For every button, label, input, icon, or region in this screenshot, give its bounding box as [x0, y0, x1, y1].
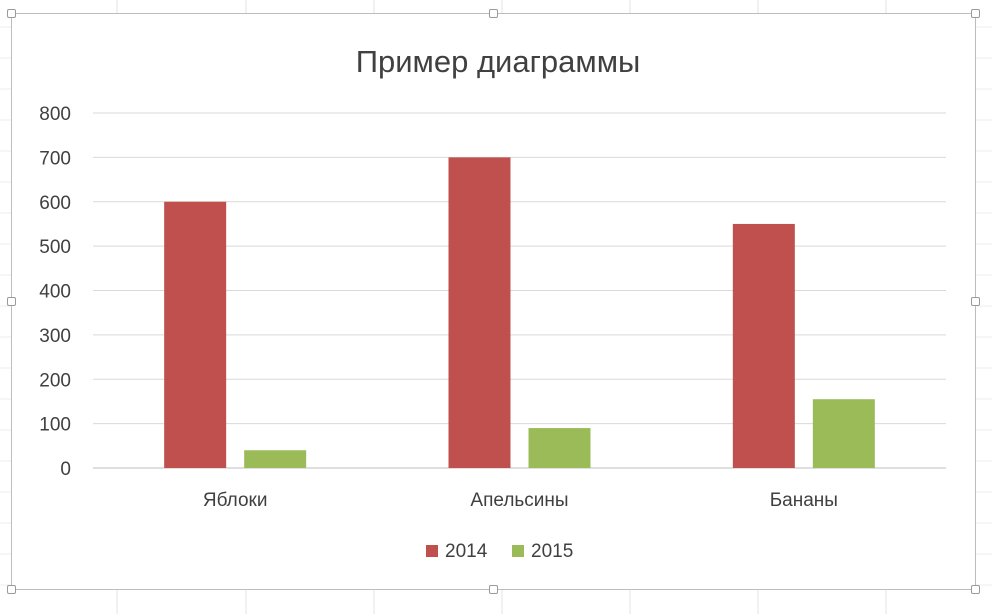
y-tick-label: 800 [39, 104, 71, 125]
y-tick-label: 300 [39, 326, 71, 347]
y-axis: 0 100 200 300 400 500 600 700 800 [39, 104, 71, 480]
resize-handle-bottom-left[interactable] [7, 585, 16, 594]
bar-2014-2 [732, 223, 795, 468]
resize-handle-top[interactable] [489, 9, 498, 18]
resize-handle-top-left[interactable] [7, 9, 16, 18]
bar-2014-1 [448, 157, 511, 468]
bar-2015-0 [244, 450, 307, 468]
y-tick-label: 700 [39, 148, 71, 169]
y-tick-label: 200 [39, 370, 71, 391]
x-category-label: Яблоки [203, 490, 268, 511]
x-axis: Яблоки Апельсины Бананы [203, 490, 838, 511]
bar-2015-2 [812, 399, 875, 468]
x-category-label: Бананы [770, 490, 838, 511]
resize-handle-left[interactable] [7, 297, 16, 306]
chart-title[interactable]: Пример диаграммы [356, 44, 641, 79]
resize-handle-top-right[interactable] [971, 9, 980, 18]
legend-swatch-2014 [426, 545, 438, 557]
bar-2015-1 [528, 428, 591, 468]
y-tick-label: 100 [39, 415, 71, 436]
y-tick-label: 400 [39, 282, 71, 303]
legend-swatch-2015 [512, 545, 524, 557]
gridlines [93, 112, 946, 469]
y-tick-label: 0 [60, 459, 71, 480]
resize-handle-right[interactable] [971, 297, 980, 306]
bars [164, 157, 875, 468]
legend: 2014 2015 [426, 541, 573, 562]
legend-label: 2014 [445, 541, 488, 562]
bar-2014-0 [164, 201, 227, 468]
x-category-label: Апельсины [470, 490, 568, 511]
y-tick-label: 600 [39, 193, 71, 214]
resize-handle-bottom-right[interactable] [971, 585, 980, 594]
resize-handle-bottom[interactable] [489, 585, 498, 594]
y-tick-label: 500 [39, 237, 71, 258]
legend-label: 2015 [531, 541, 573, 562]
